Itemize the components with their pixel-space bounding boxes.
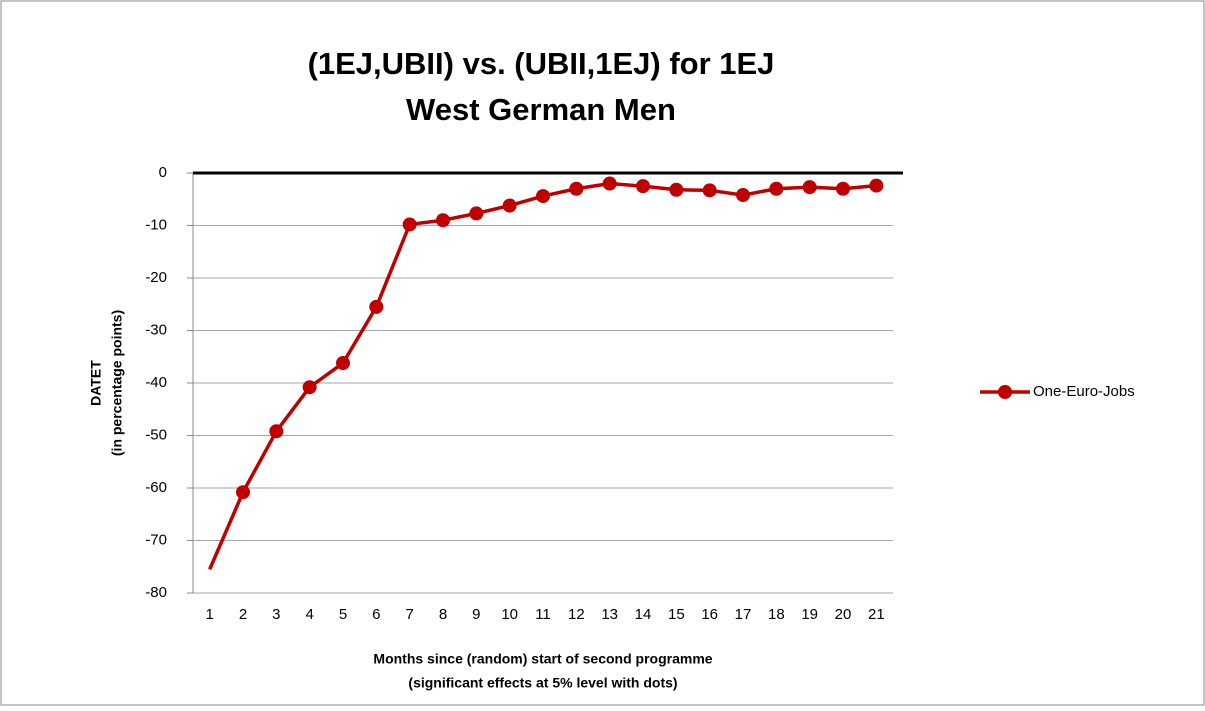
legend-marker bbox=[998, 385, 1012, 399]
data-point bbox=[802, 180, 817, 195]
data-point bbox=[269, 424, 284, 439]
data-point bbox=[336, 356, 350, 371]
y-tick-label: -70 bbox=[145, 531, 167, 548]
data-point bbox=[536, 189, 550, 204]
x-tick-label: 9 bbox=[472, 606, 480, 623]
x-tick-label: 10 bbox=[501, 606, 518, 623]
chart-title: West German Men bbox=[406, 92, 676, 127]
x-tick-label: 17 bbox=[735, 606, 752, 623]
x-tick-label: 5 bbox=[339, 606, 347, 623]
x-tick-label: 7 bbox=[405, 606, 413, 623]
data-point bbox=[769, 181, 784, 196]
x-tick-label: 11 bbox=[535, 606, 551, 623]
y-axis-label: (in percentage points) bbox=[109, 310, 125, 456]
x-tick-label: 14 bbox=[635, 606, 652, 623]
y-tick-label: -50 bbox=[145, 426, 167, 443]
data-point bbox=[669, 182, 684, 197]
data-point bbox=[402, 217, 417, 232]
data-point bbox=[502, 198, 517, 213]
x-tick-label: 21 bbox=[868, 606, 885, 623]
data-point bbox=[636, 179, 650, 194]
y-tick-label: -60 bbox=[145, 479, 167, 496]
x-tick-label: 4 bbox=[305, 606, 313, 623]
y-tick-label: -10 bbox=[145, 216, 167, 233]
y-tick-label: -80 bbox=[145, 584, 167, 601]
x-tick-label: 2 bbox=[239, 606, 247, 623]
data-point bbox=[569, 181, 584, 196]
data-point bbox=[836, 181, 850, 196]
data-point bbox=[602, 176, 617, 191]
data-point bbox=[736, 188, 750, 203]
x-tick-label: 20 bbox=[835, 606, 852, 623]
data-point bbox=[702, 183, 717, 198]
data-point bbox=[436, 213, 450, 228]
x-tick-label: 3 bbox=[272, 606, 280, 623]
y-tick-label: -40 bbox=[145, 374, 167, 391]
x-tick-label: 18 bbox=[768, 606, 785, 623]
x-tick-label: 15 bbox=[668, 606, 685, 623]
data-point bbox=[236, 485, 250, 500]
x-axis-label: (significant effects at 5% level with do… bbox=[408, 675, 677, 691]
data-point bbox=[369, 299, 384, 314]
x-tick-label: 12 bbox=[568, 606, 585, 623]
y-tick-label: -20 bbox=[145, 269, 167, 286]
chart-title: (1EJ,UBII) vs. (UBII,1EJ) for 1EJ bbox=[308, 46, 775, 81]
x-tick-label: 13 bbox=[601, 606, 618, 623]
x-tick-label: 6 bbox=[372, 606, 380, 623]
x-axis-label: Months since (random) start of second pr… bbox=[373, 651, 712, 667]
data-point bbox=[302, 380, 317, 395]
data-point bbox=[469, 206, 484, 221]
legend-label: One-Euro-Jobs bbox=[1033, 383, 1135, 400]
y-tick-label: -30 bbox=[145, 321, 167, 338]
data-point bbox=[869, 178, 884, 193]
x-tick-label: 8 bbox=[439, 606, 447, 623]
x-tick-label: 16 bbox=[701, 606, 718, 623]
y-tick-label: 0 bbox=[159, 164, 167, 181]
y-axis-label: DATET bbox=[88, 360, 104, 406]
x-tick-label: 1 bbox=[205, 606, 213, 623]
x-tick-label: 19 bbox=[801, 606, 818, 623]
